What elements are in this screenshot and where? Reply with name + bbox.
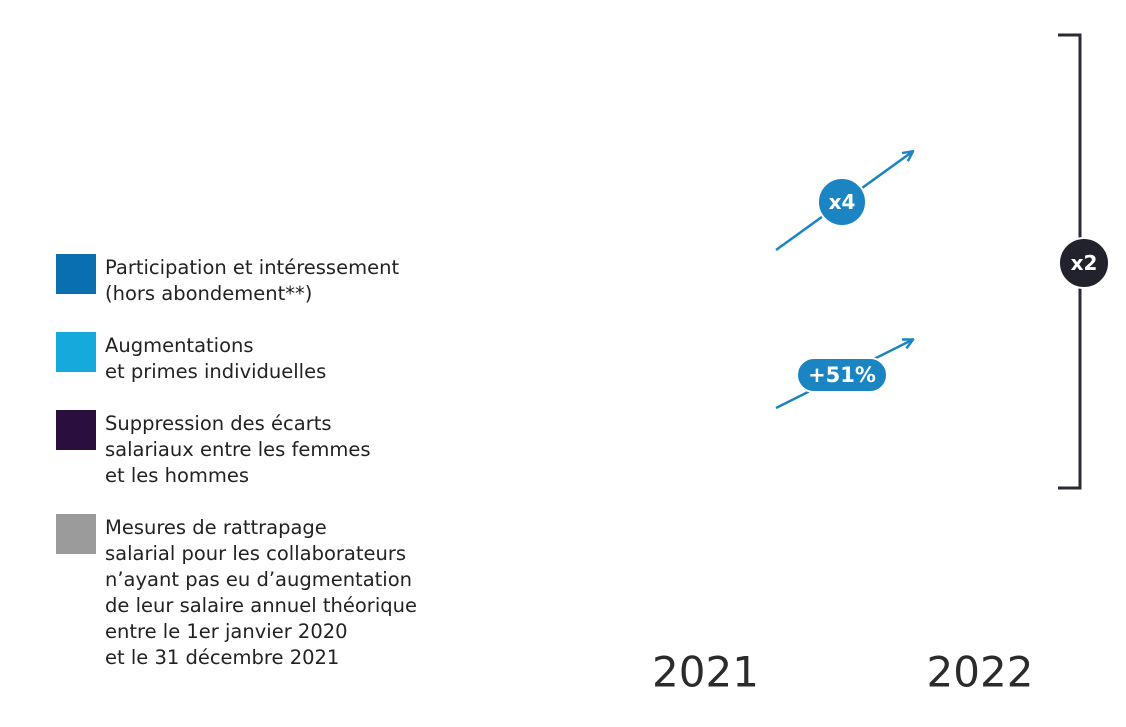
chart-legend: Participation et intéressement (hors abo… (56, 254, 485, 671)
legend-line: (hors abondement**) (105, 282, 313, 305)
data-label-participation-2021: 7,1 M€ (665, 238, 745, 262)
data-label-rattrapage-2022: en cours*** (938, 583, 1022, 603)
legend-swatch-augmentations (56, 332, 96, 372)
legend-line: et les hommes (105, 464, 250, 487)
legend-line: salariaux entre les femmes (105, 438, 371, 461)
growth-label-augmentations: +51% (808, 363, 876, 387)
data-label-rattrapage-2021: 800 K€ (664, 582, 746, 606)
legend-line: salarial pour les collaborateurs (105, 542, 407, 565)
growth-label-total: x2 (1071, 251, 1098, 275)
legend-line: et le 31 décembre 2021 (105, 646, 340, 669)
legend-line: n’ayant pas eu d’augmentation (105, 568, 413, 591)
x-tick-label-2022: 2022 (927, 648, 1034, 697)
growth-label-participation: x4 (829, 190, 856, 214)
legend-label-rattrapage: Mesures de rattrapage salarial pour les … (105, 515, 485, 671)
legend-label-participation: Participation et intéressement (hors abo… (105, 255, 485, 307)
growth-badge-participation (817, 177, 867, 227)
legend-line: de leur salaire annuel théorique (105, 594, 417, 617)
legend-swatch-ecarts (56, 410, 96, 450)
legend-label-augmentations: Augmentations et primes individuelles (105, 333, 485, 385)
growth-badge-total (1058, 237, 1110, 289)
data-label-augmentations-2022: 48,8 M€ (933, 337, 1028, 361)
legend-line: Suppression des écarts (105, 412, 332, 435)
data-label-augmentations-2021: 32,2 M€ (658, 383, 753, 407)
legend-line: Mesures de rattrapage (105, 516, 327, 539)
legend-line: et primes individuelles (105, 360, 327, 383)
data-label-ecarts-2021: 1175 K€ (657, 513, 754, 537)
legend-line: Participation et intéressement (105, 256, 400, 279)
x-tick-label-2021: 2021 (652, 648, 759, 697)
legend-swatch-participation (56, 254, 96, 294)
data-label-participation-2022: 29 M€ (944, 110, 1016, 134)
legend-label-ecarts: Suppression des écarts salariaux entre l… (105, 411, 485, 489)
growth-badge-augmentations (796, 357, 888, 393)
legend-line: entre le 1er janvier 2020 (105, 620, 348, 643)
legend-line: Augmentations (105, 334, 254, 357)
legend-swatch-rattrapage (56, 514, 96, 554)
data-label-ecarts-2022: en cours*** (938, 515, 1022, 535)
